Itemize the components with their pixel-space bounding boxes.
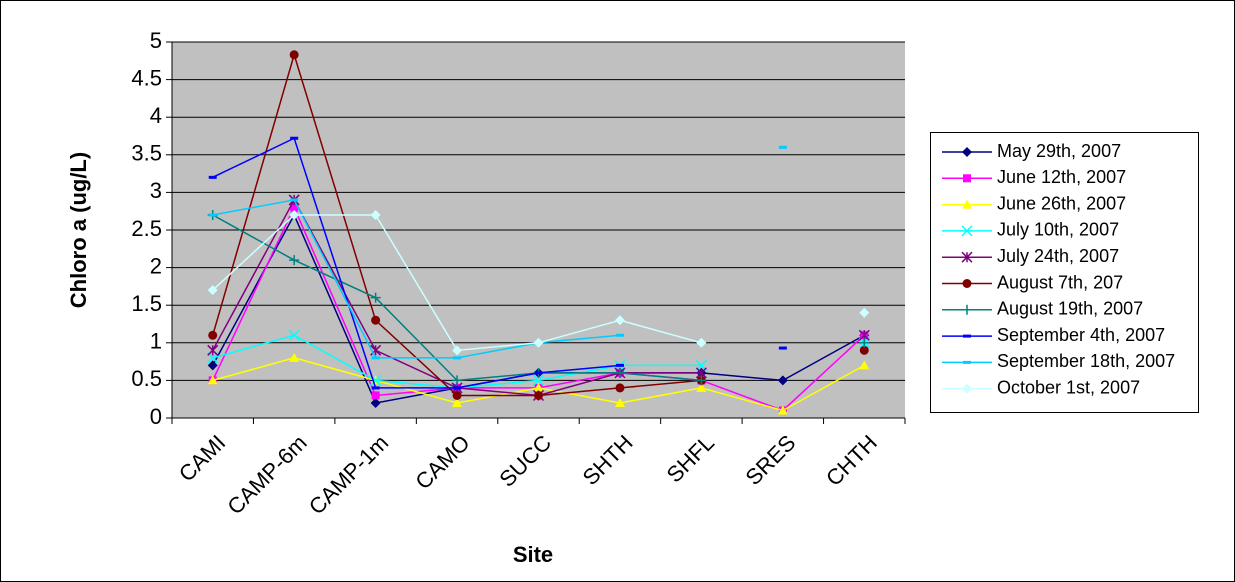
- y-tick-label: 2.5: [131, 216, 162, 241]
- marker: [289, 209, 300, 220]
- marker: [963, 360, 971, 364]
- y-tick-label: 1: [150, 329, 162, 354]
- marker: [963, 174, 971, 183]
- y-axis-title: Chloro a (ug/L): [66, 152, 91, 308]
- marker: [961, 225, 973, 237]
- legend-label: October 1st, 2007: [997, 377, 1140, 397]
- marker: [963, 334, 971, 338]
- marker: [370, 344, 382, 356]
- marker: [859, 307, 870, 318]
- marker: [452, 390, 462, 400]
- marker: [207, 285, 218, 296]
- marker: [289, 255, 300, 266]
- series-line: [212, 137, 621, 389]
- y-tick-label: 4: [150, 103, 162, 128]
- marker: [615, 333, 624, 337]
- y-tick-label: 0.5: [131, 366, 162, 391]
- y-tick-label: 4.5: [131, 65, 162, 90]
- legend-label: August 19th, 2007: [997, 299, 1143, 319]
- marker: [859, 345, 869, 355]
- marker: [778, 346, 787, 350]
- marker: [452, 345, 463, 356]
- marker: [696, 337, 707, 348]
- marker: [962, 383, 972, 394]
- legend-label: July 10th, 2007: [997, 220, 1119, 240]
- marker: [859, 360, 870, 370]
- marker: [615, 383, 625, 393]
- marker: [696, 375, 707, 386]
- series-line: [212, 199, 621, 359]
- legend-label: May 29th, 2007: [997, 141, 1121, 161]
- marker: [614, 397, 625, 407]
- marker: [961, 251, 973, 263]
- marker: [207, 375, 218, 385]
- legend-label: August 7th, 207: [997, 272, 1123, 292]
- marker: [614, 315, 625, 326]
- marker: [208, 330, 218, 340]
- marker: [453, 356, 462, 360]
- marker: [777, 405, 788, 415]
- marker: [207, 344, 219, 356]
- legend-label: June 12th, 2007: [997, 167, 1126, 187]
- y-tick-label: 2: [150, 253, 162, 278]
- marker: [207, 360, 218, 371]
- x-axis-title: Site: [513, 542, 553, 567]
- marker: [371, 391, 380, 400]
- marker: [778, 145, 787, 149]
- marker: [614, 367, 625, 378]
- marker: [452, 375, 463, 386]
- legend-label: July 24th, 2007: [997, 246, 1119, 266]
- marker: [696, 382, 707, 392]
- marker: [370, 209, 381, 220]
- marker: [452, 397, 463, 407]
- marker: [533, 382, 544, 392]
- marker: [615, 363, 624, 367]
- marker: [777, 375, 788, 386]
- marker: [288, 329, 300, 341]
- marker: [208, 213, 217, 217]
- marker: [371, 386, 380, 390]
- marker: [533, 337, 544, 348]
- marker: [859, 337, 870, 348]
- marker: [290, 136, 299, 140]
- marker: [371, 315, 381, 325]
- marker: [370, 397, 381, 408]
- marker: [208, 175, 217, 179]
- marker: [370, 292, 381, 303]
- marker: [289, 352, 300, 362]
- legend-label: June 26th, 2007: [997, 193, 1126, 213]
- y-tick-label: 3: [150, 178, 162, 203]
- legend-label: September 4th, 2007: [997, 325, 1165, 345]
- y-tick-label: 0: [150, 404, 162, 429]
- marker: [289, 50, 299, 60]
- marker: [534, 371, 543, 375]
- y-tick-label: 5: [150, 28, 162, 53]
- marker: [290, 203, 299, 212]
- marker: [962, 279, 972, 288]
- legend: [930, 132, 1199, 413]
- marker: [290, 198, 299, 202]
- marker: [962, 304, 972, 315]
- marker: [962, 199, 972, 209]
- marker: [371, 356, 380, 360]
- y-tick-label: 3.5: [131, 141, 162, 166]
- marker: [453, 386, 462, 390]
- y-tick-label: 1.5: [131, 291, 162, 316]
- marker: [962, 147, 972, 157]
- legend-label: September 18th, 2007: [997, 351, 1175, 371]
- marker: [534, 390, 543, 400]
- marker: [532, 374, 545, 386]
